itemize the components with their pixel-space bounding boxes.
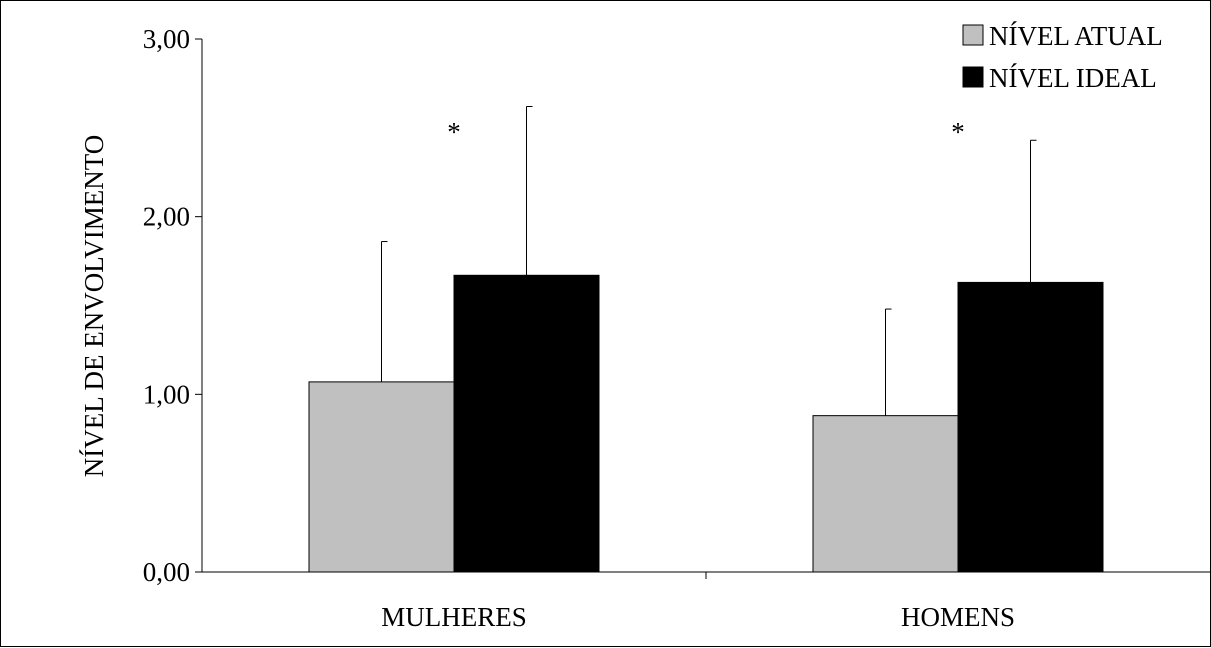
x-category-label: HOMENS (901, 602, 1015, 632)
bar (308, 381, 455, 573)
legend-swatch (962, 66, 984, 88)
bar (812, 415, 959, 573)
bar (453, 274, 600, 573)
y-tick-label: 3,00 (143, 24, 190, 54)
y-tick-label: 1,00 (143, 379, 190, 409)
legend-entry: NÍVEL IDEAL (989, 63, 1157, 93)
x-category-label: MULHERES (381, 602, 527, 632)
significance-marker: * (951, 117, 965, 147)
legend: NÍVEL ATUAL NÍVEL IDEAL (962, 21, 1163, 93)
legend-swatch (962, 24, 984, 46)
y-tick-label: 0,00 (143, 557, 190, 587)
bar (957, 281, 1104, 573)
y-axis-label: NÍVEL DE ENVOLVIMENTO (79, 135, 109, 477)
significance-marker: * (447, 117, 461, 147)
y-tick-label: 2,00 (143, 202, 190, 232)
axes: 0,00 1,00 2,00 3,00 (143, 24, 1210, 587)
labels: NÍVEL DE ENVOLVIMENTO MULHERES * HOMENS * (79, 117, 1015, 632)
legend-entry: NÍVEL ATUAL (989, 21, 1163, 51)
error-bars (381, 106, 1037, 416)
bars (308, 274, 1104, 573)
